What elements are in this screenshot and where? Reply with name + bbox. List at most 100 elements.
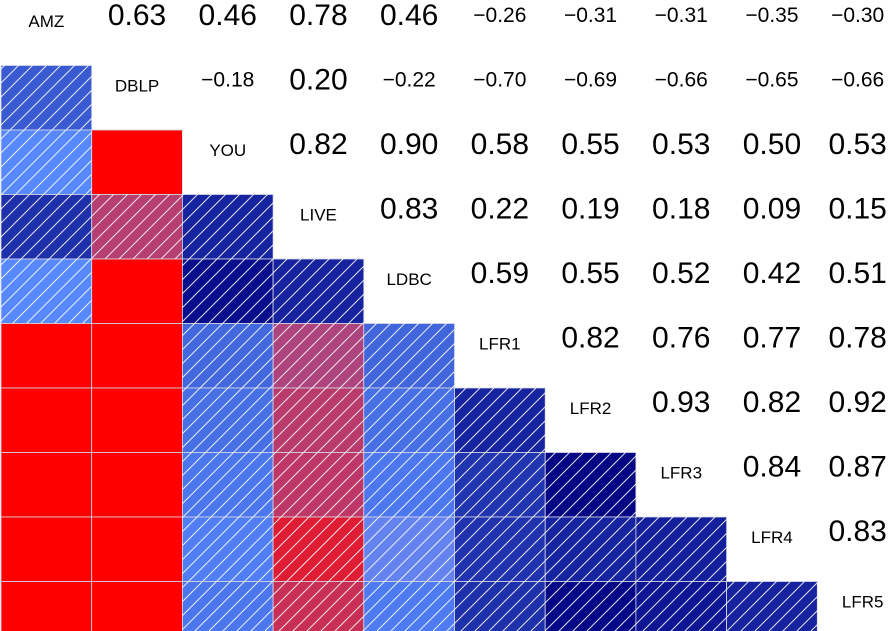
hatch-overlay-LIVE-AMZ [1,194,92,259]
hatch-overlay-LFR1-LDBC [363,323,455,388]
hatch-overlay-LDBC-AMZ [1,259,92,324]
hatch-overlay-LFR5-LDBC [363,581,455,631]
hatch-overlay-LFR2-LFR1 [454,388,546,453]
diagonal-label-DBLP: DBLP [115,76,159,95]
value-label-LDBC-LFR4: 0.42 [743,257,801,290]
hatch-overlay-LFR4-YOU [182,517,274,582]
value-label-LDBC-LFR2: 0.55 [561,257,619,290]
diagonal-label-YOU: YOU [209,141,246,160]
hatch-overlay-LDBC-YOU [182,259,274,324]
heatmap-cell-LFR1-AMZ [0,323,93,389]
value-label-LDBC-LFR1: 0.59 [471,257,529,290]
value-label-DBLP-LIVE: 0.20 [289,64,347,97]
value-label-AMZ-LFR2: −0.31 [564,4,617,27]
diagonal-label-LFR3: LFR3 [660,463,702,482]
hatch-overlay-LFR4-LFR3 [635,517,727,582]
value-label-LFR1-LFR3: 0.76 [652,322,710,355]
heatmap-cell-LDBC-DBLP [91,258,183,324]
hatch-overlay-LFR3-LFR1 [454,452,546,517]
hatch-overlay-LFR3-LDBC [363,452,455,517]
value-label-LFR1-LFR4: 0.77 [743,322,801,355]
value-label-LFR2-LFR4: 0.82 [743,386,801,419]
hatch-overlay-LIVE-DBLP [91,194,183,259]
diagonal-labels: AMZ DBLP YOU LIVE LDBC LFR1 LFR2 LFR3 LFR4 LFR5 [28,12,884,611]
heatmap-cell-LFR2-DBLP [91,387,183,453]
value-label-YOU-LFR1: 0.58 [471,128,529,161]
hatch-overlay-LFR2-LIVE [273,388,364,453]
heatmap-cell-YOU-DBLP [91,129,183,195]
hatch-overlay-DBLP-AMZ [1,65,92,130]
value-label-LIVE-LFR1: 0.22 [471,193,529,226]
hatch-overlay-LDBC-LIVE [273,259,364,324]
hatch-overlay-LFR3-LFR2 [545,452,636,517]
hatch-overlay-LFR4-LFR2 [545,517,636,582]
hatch-overlay-LFR4-LDBC [363,517,455,582]
diagonal-label-LFR4: LFR4 [751,528,793,547]
hatch-overlay-LFR2-YOU [182,388,274,453]
value-label-YOU-LFR4: 0.50 [743,128,801,161]
hatch-overlay-LFR5-LFR3 [635,581,727,631]
value-label-DBLP-LFR3: −0.66 [655,69,708,92]
value-label-LFR3-LFR5: 0.87 [828,451,886,484]
heatmap-cell-LFR3-AMZ [0,452,93,518]
value-label-LIVE-LFR4: 0.09 [743,193,801,226]
value-label-LFR4-LFR5: 0.83 [828,515,886,548]
value-label-DBLP-LFR4: −0.65 [745,69,798,92]
heatmap-cells [0,65,818,631]
heatmap-cell-LFR5-DBLP [91,581,183,631]
hatch-overlay-LFR5-LFR2 [545,581,636,631]
hatch-overlay-LFR2-LDBC [363,388,455,453]
heatmap-cell-LFR3-DBLP [91,452,183,518]
value-label-LIVE-LDBC: 0.83 [380,193,438,226]
value-label-LIVE-LFR5: 0.15 [828,193,886,226]
heatmap-cell-LFR4-DBLP [91,516,183,582]
hatch-overlay-YOU-AMZ [1,130,92,195]
value-label-AMZ-LDBC: 0.46 [380,0,438,32]
hatch-overlay-LFR5-YOU [182,581,274,631]
value-label-DBLP-LDBC: −0.22 [383,69,436,92]
heatmap-cell-LFR2-AMZ [0,387,93,453]
value-label-AMZ-LFR4: −0.35 [745,4,798,27]
value-label-DBLP-LFR2: −0.69 [564,69,617,92]
heatmap-cell-LFR1-DBLP [91,323,183,389]
diagonal-label-LFR2: LFR2 [570,399,612,418]
value-label-AMZ-LFR5: −0.30 [831,4,884,27]
correlation-values: 0.63 0.46 0.78 0.46 −0.26 −0.31 −0.31 −0.35 −0.3… [108,0,887,548]
diagonal-label-LIVE: LIVE [300,205,337,224]
value-label-LFR2-LFR5: 0.92 [828,386,886,419]
value-label-AMZ-LFR3: −0.31 [655,4,708,27]
diagonal-label-LFR1: LFR1 [479,334,521,353]
heatmap-cell-LFR4-AMZ [0,516,93,582]
value-label-YOU-LFR5: 0.53 [828,128,886,161]
value-label-AMZ-YOU: 0.46 [199,0,257,32]
value-label-LIVE-LFR2: 0.19 [561,193,619,226]
hatch-overlay-LFR5-LIVE [273,581,364,631]
value-label-LFR1-LFR2: 0.82 [561,322,619,355]
value-label-LDBC-LFR3: 0.52 [652,257,710,290]
value-label-LFR1-LFR5: 0.78 [828,322,886,355]
value-label-YOU-LFR2: 0.55 [561,128,619,161]
value-label-DBLP-LFR5: −0.66 [831,69,884,92]
value-label-DBLP-YOU: −0.18 [201,69,254,92]
value-label-DBLP-LFR1: −0.70 [473,69,526,92]
value-label-YOU-LFR3: 0.53 [652,128,710,161]
value-label-AMZ-LIVE: 0.78 [289,0,347,32]
hatch-overlay-LFR4-LFR1 [454,517,546,582]
value-label-YOU-LIVE: 0.82 [289,128,347,161]
value-label-AMZ-LFR1: −0.26 [473,4,526,27]
hatch-overlay-LFR3-LIVE [273,452,364,517]
hatch-overlay-LFR3-YOU [182,452,274,517]
diagonal-label-LFR5: LFR5 [842,592,884,611]
hatch-overlay-LIVE-YOU [182,194,274,259]
value-label-LFR3-LFR4: 0.84 [743,451,801,484]
hatch-overlay-LFR1-YOU [182,323,274,388]
value-label-LDBC-LFR5: 0.51 [828,257,886,290]
value-label-LFR2-LFR3: 0.93 [652,386,710,419]
value-label-AMZ-DBLP: 0.63 [108,0,166,32]
hatch-overlay-LFR4-LIVE [273,517,364,582]
diagonal-label-LDBC: LDBC [386,270,431,289]
hatch-overlay-LFR5-LFR1 [454,581,546,631]
value-label-YOU-LDBC: 0.90 [380,128,438,161]
diagonal-label-AMZ: AMZ [28,12,64,31]
